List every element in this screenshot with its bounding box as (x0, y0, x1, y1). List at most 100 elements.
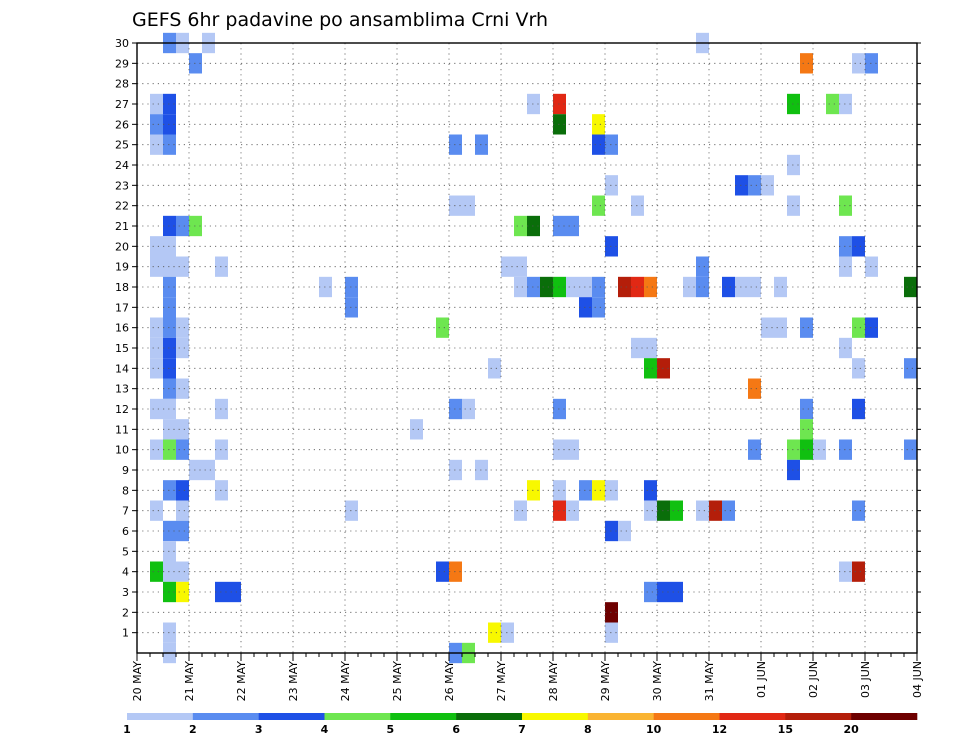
precip-cell (514, 276, 527, 298)
y-tick-label: 28 (115, 78, 129, 91)
precip-cell (202, 459, 215, 481)
precip-cell (618, 276, 631, 298)
precip-cell (696, 256, 709, 277)
colorbar-label: 12 (712, 723, 727, 736)
precip-cell (462, 398, 475, 420)
precip-cell (566, 500, 579, 521)
precip-cell (657, 500, 670, 521)
precip-cell (163, 114, 176, 135)
precip-cell (800, 439, 813, 460)
precip-cell (904, 276, 917, 298)
precip-cell (722, 500, 735, 521)
precip-cell (852, 561, 865, 582)
precip-cell (163, 358, 176, 379)
colorbar-label: 6 (452, 723, 460, 736)
precip-cell (774, 317, 787, 338)
precip-cell (605, 520, 618, 542)
precip-cell (436, 317, 449, 338)
precip-cell (592, 134, 605, 155)
precip-cell (566, 276, 579, 298)
precip-cell (852, 500, 865, 521)
precip-cell (839, 337, 852, 359)
precip-cell (683, 276, 696, 298)
precip-cell (553, 215, 566, 237)
precip-cell (436, 561, 449, 582)
precip-cell (657, 358, 670, 379)
precip-cell (150, 439, 163, 460)
precip-cell (553, 439, 566, 460)
precip-cell (176, 378, 189, 399)
precip-cell (553, 398, 566, 420)
precip-cell (527, 480, 540, 501)
colorbar-label: 1 (123, 723, 131, 736)
precip-cell (800, 317, 813, 338)
precip-cell (644, 581, 657, 603)
precip-cell (319, 276, 332, 298)
precip-cell (150, 358, 163, 379)
colorbar-swatch (324, 713, 391, 720)
y-tick-label: 1 (122, 627, 129, 640)
precip-cell (527, 215, 540, 237)
precip-cell (176, 439, 189, 460)
precip-cell (163, 256, 176, 277)
precip-cell (150, 93, 163, 115)
y-tick-label: 29 (115, 57, 129, 70)
precip-cell (215, 439, 228, 460)
precip-cell (345, 297, 358, 318)
y-tick-label: 13 (115, 383, 129, 396)
precip-cell (527, 93, 540, 115)
precip-cell (176, 581, 189, 603)
colorbar-label: 5 (387, 723, 395, 736)
precip-cell (644, 276, 657, 298)
precip-cell (150, 256, 163, 277)
precip-cell (605, 175, 618, 196)
precip-cell (410, 419, 423, 440)
precip-cell (150, 114, 163, 135)
precip-cell (449, 561, 462, 582)
precip-cell (163, 297, 176, 318)
x-tick-label: 02 JUN (807, 661, 820, 698)
precip-cell (163, 317, 176, 338)
precip-cell (553, 480, 566, 501)
y-tick-label: 6 (122, 525, 129, 538)
precip-cell (449, 459, 462, 481)
y-axis: 1234567891011121314151617181920212223242… (115, 37, 921, 640)
precip-cell (501, 622, 514, 643)
x-tick-label: 27 MAY (495, 661, 508, 702)
precip-cell (150, 134, 163, 155)
precip-cell (592, 297, 605, 318)
y-tick-label: 14 (115, 362, 129, 375)
precip-cell (345, 500, 358, 521)
precip-cell (800, 419, 813, 440)
precip-cell (813, 439, 826, 460)
precip-cell (735, 175, 748, 196)
precip-cell (176, 500, 189, 521)
x-tick-label: 29 MAY (599, 661, 612, 702)
precip-cell (163, 561, 176, 582)
precip-cell (605, 602, 618, 623)
precip-cell (150, 500, 163, 521)
y-tick-label: 27 (115, 98, 129, 111)
y-tick-label: 3 (122, 586, 129, 599)
precip-cell (644, 500, 657, 521)
precip-cell (514, 500, 527, 521)
precip-cell (176, 520, 189, 542)
precip-cell (189, 215, 202, 237)
precip-cell (553, 276, 566, 298)
colorbar-label: 8 (584, 723, 592, 736)
precip-cell (514, 256, 527, 277)
x-tick-label: 26 MAY (443, 661, 456, 702)
y-tick-label: 23 (115, 179, 129, 192)
precip-cell (644, 358, 657, 379)
precip-cell (163, 622, 176, 643)
x-tick-label: 28 MAY (547, 661, 560, 702)
precip-cell (163, 215, 176, 237)
precip-cell (852, 317, 865, 338)
precip-cell (163, 134, 176, 155)
precip-cell (592, 276, 605, 298)
colorbar-label: 2 (189, 723, 197, 736)
x-tick-label: 22 MAY (235, 661, 248, 702)
precip-cell (176, 215, 189, 237)
y-tick-label: 8 (122, 484, 129, 497)
